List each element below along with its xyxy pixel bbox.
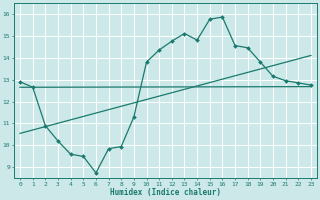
X-axis label: Humidex (Indice chaleur): Humidex (Indice chaleur) (110, 188, 221, 197)
